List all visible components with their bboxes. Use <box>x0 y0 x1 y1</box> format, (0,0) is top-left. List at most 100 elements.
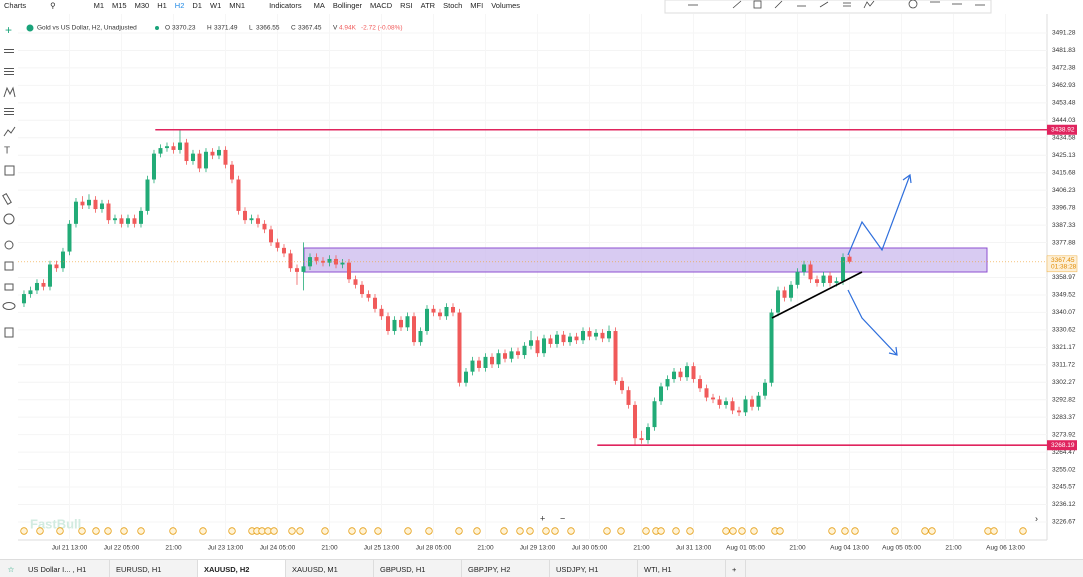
zoom-in[interactable]: + <box>540 513 545 523</box>
timeframe[interactable]: M1 <box>93 1 105 10</box>
event-icon[interactable] <box>137 527 145 535</box>
candle-body <box>236 179 241 211</box>
event-icon[interactable] <box>542 527 550 535</box>
y-tick-label: 3340.07 <box>1052 309 1076 316</box>
trend-line[interactable] <box>771 271 863 319</box>
event-icon[interactable] <box>500 527 508 535</box>
indicator[interactable]: MACD <box>370 1 393 10</box>
event-icon[interactable] <box>990 527 998 535</box>
left-toolbar[interactable]: + T <box>2 23 16 338</box>
event-icon[interactable] <box>672 527 680 535</box>
tab[interactable]: USDJPY, H1 <box>550 560 638 577</box>
candle-body <box>815 279 820 283</box>
indicator[interactable]: MA <box>313 1 325 10</box>
indicator[interactable]: Stoch <box>443 1 463 10</box>
indicator[interactable]: RSI <box>400 1 413 10</box>
event-icon[interactable] <box>425 527 433 535</box>
charts-menu[interactable]: Charts <box>4 1 27 10</box>
candle-body <box>776 290 781 313</box>
event-icon[interactable] <box>228 527 236 535</box>
event-icon[interactable] <box>288 527 296 535</box>
event-icon[interactable] <box>321 527 329 535</box>
candle-body <box>223 149 228 165</box>
candle-body <box>281 247 286 254</box>
event-icon[interactable] <box>657 527 665 535</box>
event-icon[interactable] <box>921 527 929 535</box>
event-icon[interactable] <box>36 527 44 535</box>
grid <box>18 14 1047 540</box>
zone-rectangle[interactable] <box>303 247 988 273</box>
indicator[interactable]: Volumes <box>491 1 520 10</box>
event-icon[interactable] <box>642 527 650 535</box>
event-icon[interactable] <box>120 527 128 535</box>
event-icon[interactable] <box>738 527 746 535</box>
event-icon[interactable] <box>1019 527 1027 535</box>
event-icon[interactable] <box>551 527 559 535</box>
watermark: FastBull <box>30 516 81 531</box>
y-tick-label: 3264.47 <box>1052 449 1076 456</box>
event-icon[interactable] <box>374 527 382 535</box>
event-icon[interactable] <box>686 527 694 535</box>
timeframe[interactable]: M15 <box>112 1 127 10</box>
event-icon[interactable] <box>567 527 575 535</box>
event-icon[interactable] <box>891 527 899 535</box>
event-icon[interactable] <box>750 527 758 535</box>
event-icon[interactable] <box>722 527 730 535</box>
x-tick-label: Jul 23 13:00 <box>208 545 244 552</box>
timeframe[interactable]: W1 <box>209 1 222 10</box>
search[interactable]: ⚲ <box>50 1 56 10</box>
event-icon[interactable] <box>104 527 112 535</box>
indicator[interactable]: Bollinger <box>332 1 363 10</box>
event-icon[interactable] <box>617 527 625 535</box>
timeframe[interactable]: H1 <box>157 1 167 10</box>
event-icon[interactable] <box>841 527 849 535</box>
indicator[interactable]: ATR <box>420 1 436 10</box>
event-icon[interactable] <box>776 527 784 535</box>
timeframe[interactable]: M30 <box>134 1 150 10</box>
event-icon[interactable] <box>359 527 367 535</box>
tab[interactable]: US Dollar I... , H1 <box>22 560 110 577</box>
y-tick-label: 3245.57 <box>1052 484 1076 491</box>
event-icon[interactable] <box>928 527 936 535</box>
candle-body <box>847 256 852 262</box>
new-tab[interactable]: + <box>726 560 746 577</box>
x-tick-label: Jul 28 05:00 <box>416 545 452 552</box>
tab[interactable]: XAUUSD, H2 <box>198 560 286 577</box>
candle-body <box>216 149 221 156</box>
event-icon[interactable] <box>199 527 207 535</box>
forecast-arrows[interactable] <box>847 173 912 356</box>
event-icon[interactable] <box>92 527 100 535</box>
tab[interactable]: XAUUSD, M1 <box>286 560 374 577</box>
event-icon[interactable] <box>296 527 304 535</box>
ohlc-value: 3367.45 <box>298 25 322 32</box>
event-icon[interactable] <box>473 527 481 535</box>
favorites[interactable]: ☆ <box>7 564 15 574</box>
event-icon[interactable] <box>828 527 836 535</box>
event-icon[interactable] <box>455 527 463 535</box>
tab[interactable]: GBPUSD, H1 <box>374 560 462 577</box>
event-icon[interactable] <box>78 527 86 535</box>
indicators-button[interactable]: Indicators <box>269 1 302 10</box>
event-icon[interactable] <box>56 527 64 535</box>
scroll-right[interactable]: › <box>1035 513 1038 523</box>
timeframe[interactable]: H2 <box>174 1 185 10</box>
candle-body <box>54 264 59 269</box>
event-icon[interactable] <box>404 527 412 535</box>
event-icon[interactable] <box>270 527 278 535</box>
tab[interactable]: WTI, H1 <box>638 560 726 577</box>
event-icon[interactable] <box>729 527 737 535</box>
zoom-out[interactable]: − <box>560 513 565 523</box>
timeframe[interactable]: D1 <box>192 1 202 10</box>
tab[interactable]: EURUSD, H1 <box>110 560 198 577</box>
event-icon[interactable] <box>348 527 356 535</box>
event-icon[interactable] <box>851 527 859 535</box>
tab[interactable]: GBPJPY, H2 <box>462 560 550 577</box>
event-icon[interactable] <box>516 527 524 535</box>
event-icon[interactable] <box>20 527 28 535</box>
indicator[interactable]: MFI <box>470 1 484 10</box>
event-icon[interactable] <box>169 527 177 535</box>
timeframe[interactable]: MN1 <box>229 1 246 10</box>
x-tick-label: Jul 24 05:00 <box>260 545 296 552</box>
event-icon[interactable] <box>603 527 611 535</box>
event-icon[interactable] <box>526 527 534 535</box>
